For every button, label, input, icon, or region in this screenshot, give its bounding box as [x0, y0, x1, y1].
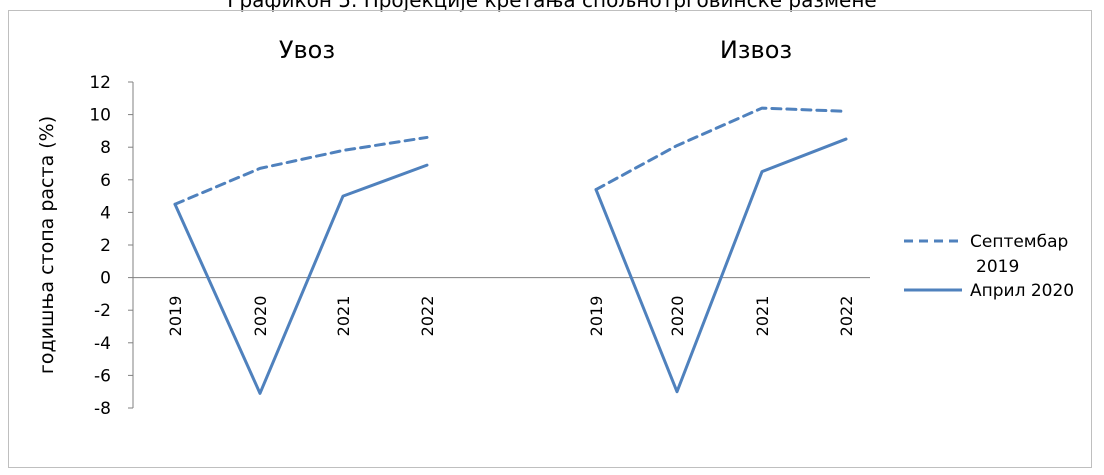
x-tick-label: 2020 [668, 296, 687, 337]
x-tick-label: 2019 [587, 296, 606, 337]
chart-legend: Септембар 2019 Април 2020 [904, 232, 1074, 301]
y-axis-title: годишња стопа раста (%) [36, 116, 58, 374]
x-tick-label: 2021 [753, 296, 772, 337]
y-tick-label: 2 [100, 236, 111, 256]
y-tick-label: -2 [94, 301, 111, 321]
y-tick-label: -8 [94, 399, 111, 419]
chart-frame [8, 10, 1092, 468]
y-tick-label: 0 [100, 269, 111, 289]
y-tick-label: 12 [89, 73, 111, 93]
x-tick-label: 2021 [334, 296, 353, 337]
series-line-september-2019 [594, 106, 848, 192]
series-line-september-2019 [173, 135, 429, 206]
x-tick-label: 2022 [418, 296, 437, 337]
x-tick-label: 2019 [166, 296, 185, 337]
y-tick-label: 4 [100, 203, 111, 223]
y-tick-label: 8 [100, 138, 111, 158]
y-tick-label: -6 [94, 366, 111, 386]
legend-label-continued: 2019 [976, 257, 1019, 277]
y-tick-label: -4 [94, 334, 111, 354]
page-title: Графикон 5. Пројекције кретања спољнотрг… [227, 0, 877, 12]
x-tick-label: 2020 [251, 296, 270, 337]
series-line-april-2020 [594, 137, 848, 394]
panel-1: Увоз 2019 2020 2021 2022 [166, 36, 437, 395]
legend-label: Април 2020 [970, 281, 1074, 301]
panel-title: Увоз [279, 36, 335, 64]
chart-panels: Увоз 2019 2020 2021 2022 Извоз 2019 2020 2021 202… [166, 36, 856, 395]
y-tick-label: 10 [89, 106, 111, 126]
panel-2: Извоз 2019 2020 2021 2022 [587, 36, 856, 394]
x-tick-label: 2022 [837, 296, 856, 337]
legend-label: Септембар [970, 232, 1068, 252]
y-axis: 12 10 8 6 4 2 0 -2 -4 -6 -8 годишња стопа раста (%) [36, 73, 870, 419]
series-line-april-2020 [173, 163, 429, 395]
y-tick-label: 6 [100, 171, 111, 191]
panel-title: Извоз [720, 36, 792, 64]
